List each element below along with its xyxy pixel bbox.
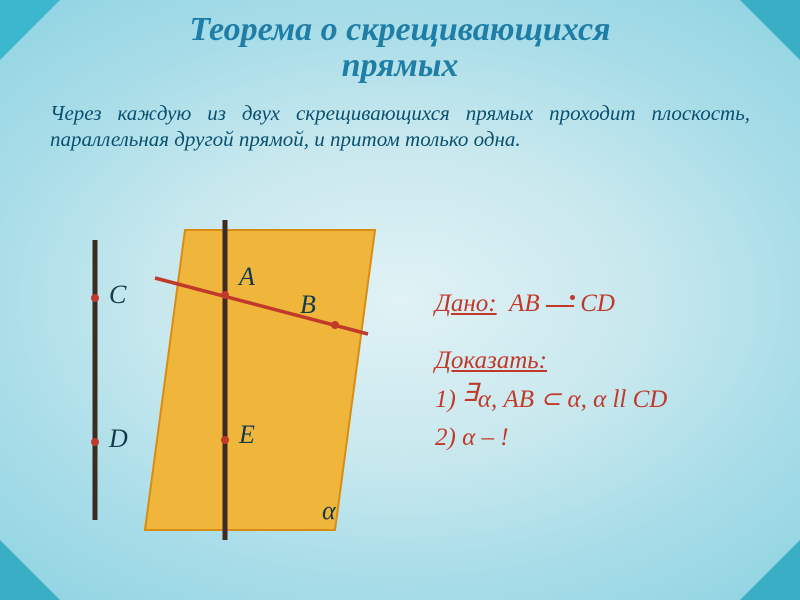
geometry-diagram: A B C D E α [60,200,400,550]
title-line-1: Теорема о скрещивающихся [189,11,610,48]
proof-block: Дано: AB CD Доказать: 1) ∃α, AB ⊂ α, α l… [435,285,775,458]
given-label: Дано: [435,290,497,317]
exists-symbol: ∃ [462,380,478,407]
given-cd: CD [580,290,615,317]
theorem-statement: Через каждую из двух скрещивающихся прям… [50,100,750,153]
plane-alpha [145,230,375,530]
point-e-dot [221,436,229,444]
given-ab: AB [509,290,540,317]
corner-decoration [740,540,800,600]
title-line-2: прямых [342,47,459,84]
diagram-svg [60,200,400,560]
label-b: B [300,290,316,320]
prove-1-prefix: 1) [435,386,462,413]
label-e: E [239,420,255,450]
label-alpha: α [322,496,336,526]
corner-decoration [0,540,60,600]
prove-1-body: α, AB ⊂ α, α ll CD [478,386,667,413]
point-c-dot [91,294,99,302]
prove-label: Доказать: [435,347,547,374]
point-a-dot [221,291,229,299]
point-b-dot [331,321,339,329]
prove-line-2: 2) α – ! [435,419,775,458]
label-c: C [109,280,126,310]
prove-label-line: Доказать: [435,342,775,381]
prove-line-1: 1) ∃α, AB ⊂ α, α ll CD [435,381,775,420]
label-d: D [109,424,128,454]
point-d-dot [91,438,99,446]
spacer [435,324,775,342]
given-text: AB CD [503,290,615,317]
skew-lines-icon [546,293,574,318]
label-a: A [239,262,255,292]
slide-title: Теорема о скрещивающихся прямых [0,12,800,83]
slide: Теорема о скрещивающихся прямых Через ка… [0,0,800,600]
given-line: Дано: AB CD [435,285,775,324]
